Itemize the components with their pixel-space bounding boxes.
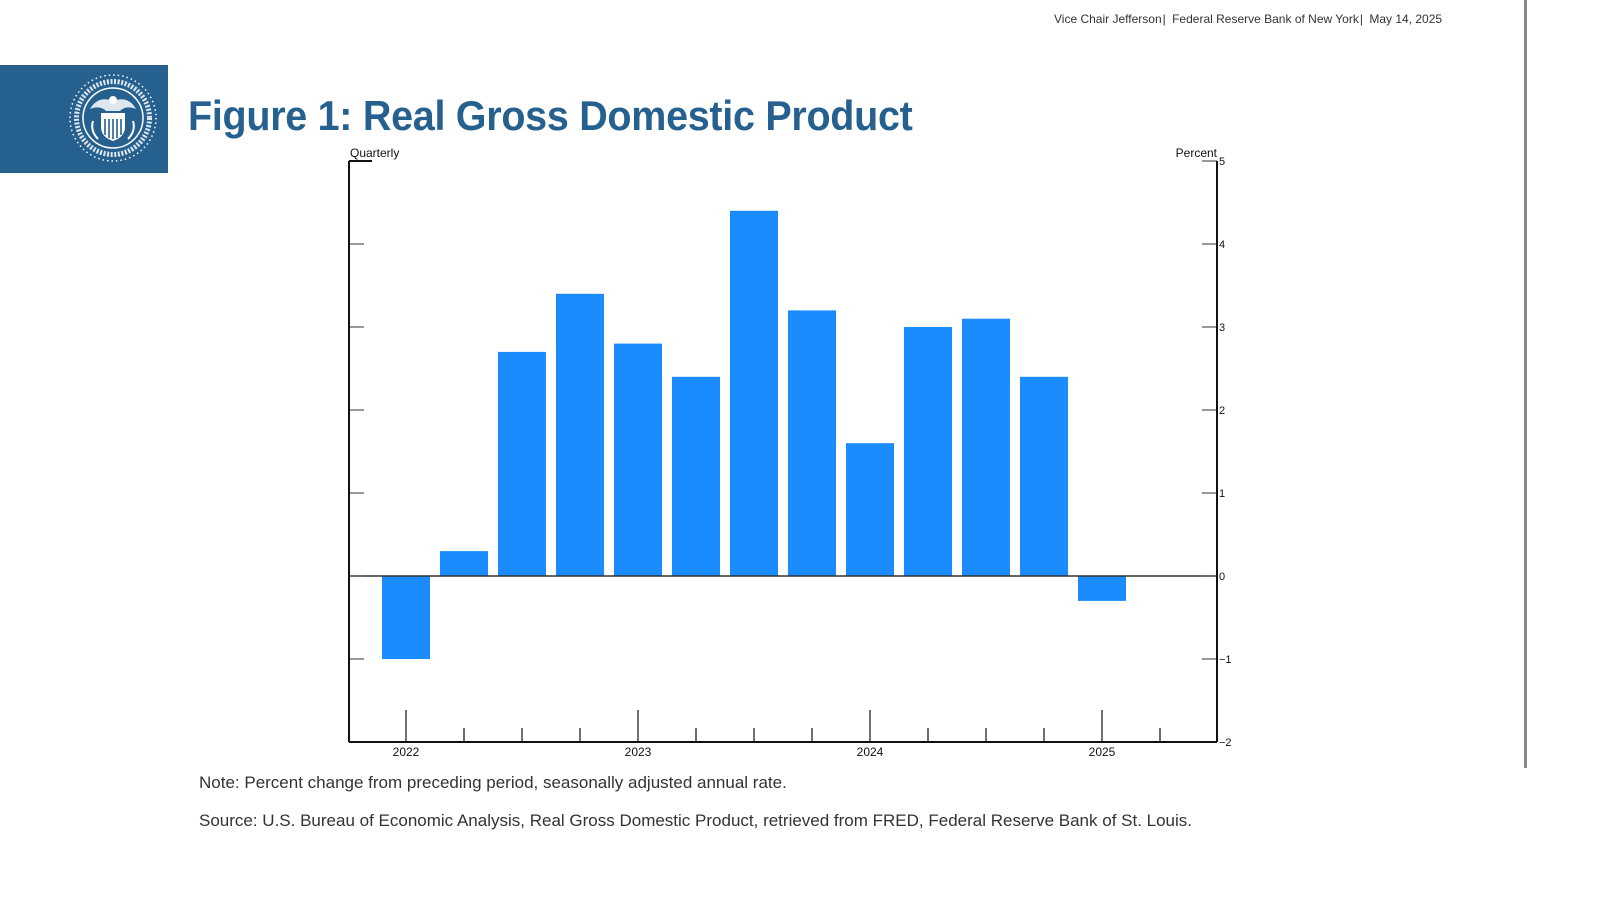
y-tick-label: 4	[1219, 239, 1225, 251]
federal-reserve-seal-icon	[69, 74, 157, 162]
x-ticks-layer: 2022 2023 2024 2025	[393, 710, 1161, 759]
y-tick-label: −2	[1219, 737, 1232, 749]
presentation-date: May 14, 2025	[1369, 12, 1443, 26]
bar-2025-q1	[1078, 576, 1126, 601]
speaker-name: Vice Chair Jefferson	[1054, 12, 1162, 26]
x-tick-label-2024: 2024	[857, 745, 884, 759]
x-tick-label-2025: 2025	[1089, 745, 1116, 759]
venue-name: Federal Reserve Bank of New York	[1172, 12, 1359, 26]
y-tick-label: 1	[1219, 488, 1225, 500]
y-tick-label: 3	[1219, 322, 1225, 334]
bar-2022-q4	[556, 293, 604, 576]
page-title: Figure 1: Real Gross Domestic Product	[188, 92, 913, 139]
bar-2023-q4	[788, 310, 836, 576]
y-tick-label: 0	[1219, 571, 1225, 583]
bar-2023-q3	[730, 210, 778, 577]
slide-header-meta: Vice Chair Jefferson| Federal Reserve Ba…	[1054, 12, 1442, 26]
logo-block	[0, 65, 168, 173]
header-separator: |	[1162, 12, 1166, 26]
y-tick-label: 5	[1219, 156, 1225, 168]
y-tick-label: −1	[1219, 654, 1232, 666]
bar-2023-q2	[672, 376, 720, 576]
bar-2023-q1	[614, 343, 662, 576]
y-axis-label: Percent	[1176, 146, 1218, 160]
bar-2022-q3	[498, 351, 546, 576]
bars-layer	[382, 210, 1126, 659]
slide-edge-divider	[1524, 0, 1527, 768]
x-tick-label-2023: 2023	[625, 745, 652, 759]
y-tick-label: 2	[1219, 405, 1225, 417]
chart-source: Source: U.S. Bureau of Economic Analysis…	[199, 811, 1193, 830]
bar-2022-q1	[382, 576, 430, 659]
frequency-label: Quarterly	[350, 146, 399, 160]
bar-2024-q2	[904, 327, 952, 576]
bar-2022-q2	[440, 551, 488, 576]
bar-2024-q1	[846, 443, 894, 576]
x-tick-label-2022: 2022	[393, 745, 420, 759]
bar-2024-q3	[962, 318, 1010, 576]
bar-2024-q4	[1020, 376, 1068, 576]
chart-note: Note: Percent change from preceding peri…	[199, 773, 787, 792]
header-separator: |	[1359, 12, 1363, 26]
